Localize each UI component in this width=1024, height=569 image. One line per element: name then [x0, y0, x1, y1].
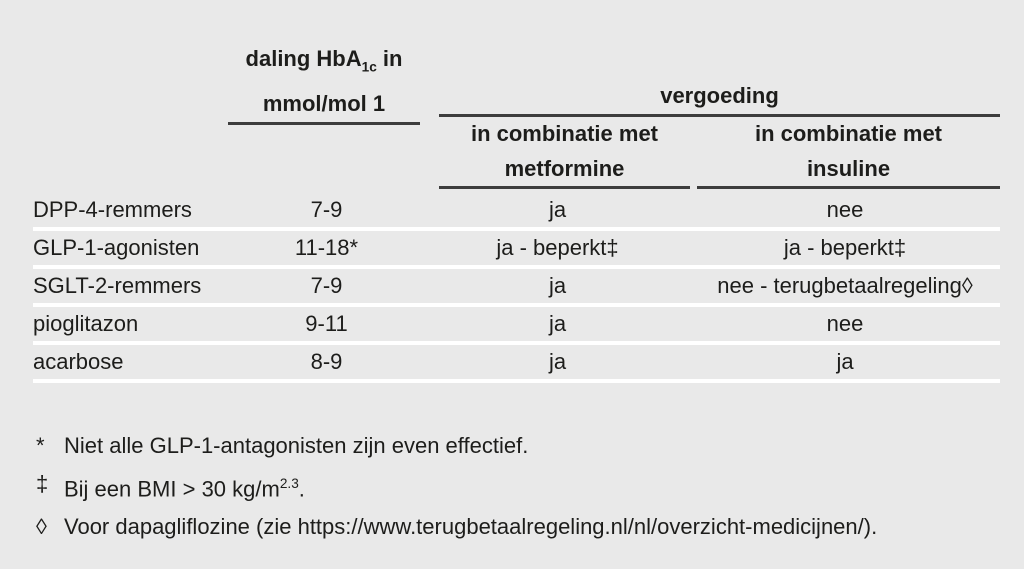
insuline-value: nee - terugbetaalregeling◊	[717, 273, 973, 298]
footnote-text: Voor dapagliflozine (zie https://www.ter…	[64, 514, 878, 540]
drug-class-label: acarbose	[33, 349, 124, 374]
daling-value: 7-9	[310, 197, 343, 222]
table-row: GLP-1-agonisten 11-18* ja - beperkt‡ ja …	[33, 231, 1000, 269]
footnote-lozenge: ◊ Voor dapagliflozine (zie https://www.t…	[36, 508, 996, 546]
table-body: DPP-4-remmers 7-9 ja nee GLP-1-agonisten…	[33, 193, 1000, 383]
footnote-marker: ‡	[36, 471, 49, 496]
daling-value: 7-9	[310, 273, 343, 298]
footnote-text: Niet alle GLP-1-antagonisten zijn even e…	[64, 433, 529, 458]
footnote-dagger: ‡ Bij een BMI > 30 kg/m2.3.	[36, 465, 996, 508]
insuline-value: nee	[826, 197, 864, 222]
column-header-insuline-line2: insuline	[806, 156, 891, 181]
group-header-vergoeding: vergoeding	[439, 77, 1000, 117]
insuline-value: nee	[826, 311, 864, 336]
daling-value: 8-9	[310, 349, 343, 374]
daling-value: 11-18*	[294, 235, 359, 260]
footnote-text: Bij een BMI > 30 kg/m2.3.	[64, 476, 305, 502]
column-header-daling-line1: daling HbA1c in	[245, 46, 403, 75]
drug-class-label: GLP-1-agonisten	[33, 235, 200, 260]
column-header-daling-hba1c: daling HbA1c in mmol/mol 1	[228, 40, 420, 126]
column-header-metformine: in combinatie met metformine	[439, 116, 690, 189]
column-header-metformine-line2: metformine	[504, 156, 625, 181]
metformine-value: ja	[548, 349, 567, 374]
column-header-daling-line2: mmol/mol 1	[262, 91, 386, 117]
table-row: pioglitazon 9-11 ja nee	[33, 307, 1000, 345]
table-row: DPP-4-remmers 7-9 ja nee	[33, 193, 1000, 231]
column-header-insuline-line1: in combinatie met	[754, 121, 943, 146]
footnotes: * Niet alle GLP-1-antagonisten zijn even…	[36, 427, 996, 546]
table-row: acarbose 8-9 ja ja	[33, 345, 1000, 383]
footnote-asterisk: * Niet alle GLP-1-antagonisten zijn even…	[36, 427, 996, 465]
insuline-value: ja - beperkt‡	[783, 235, 907, 260]
column-header-insuline: in combinatie met insuline	[697, 116, 1000, 189]
metformine-value: ja	[548, 273, 567, 298]
metformine-value: ja	[548, 311, 567, 336]
metformine-value: ja - beperkt‡	[496, 235, 619, 260]
daling-value: 9-11	[305, 311, 348, 336]
drug-class-label: DPP-4-remmers	[33, 197, 192, 222]
column-header-metformine-line1: in combinatie met	[470, 121, 659, 146]
drug-class-label: pioglitazon	[33, 311, 139, 336]
table-row: SGLT-2-remmers 7-9 ja nee - terugbetaalr…	[33, 269, 1000, 307]
insuline-value: ja	[836, 349, 854, 374]
metformine-value: ja	[548, 197, 567, 222]
drug-class-label: SGLT-2-remmers	[33, 273, 202, 298]
footnote-marker: ◊	[36, 514, 47, 540]
footnote-marker: *	[36, 433, 45, 458]
